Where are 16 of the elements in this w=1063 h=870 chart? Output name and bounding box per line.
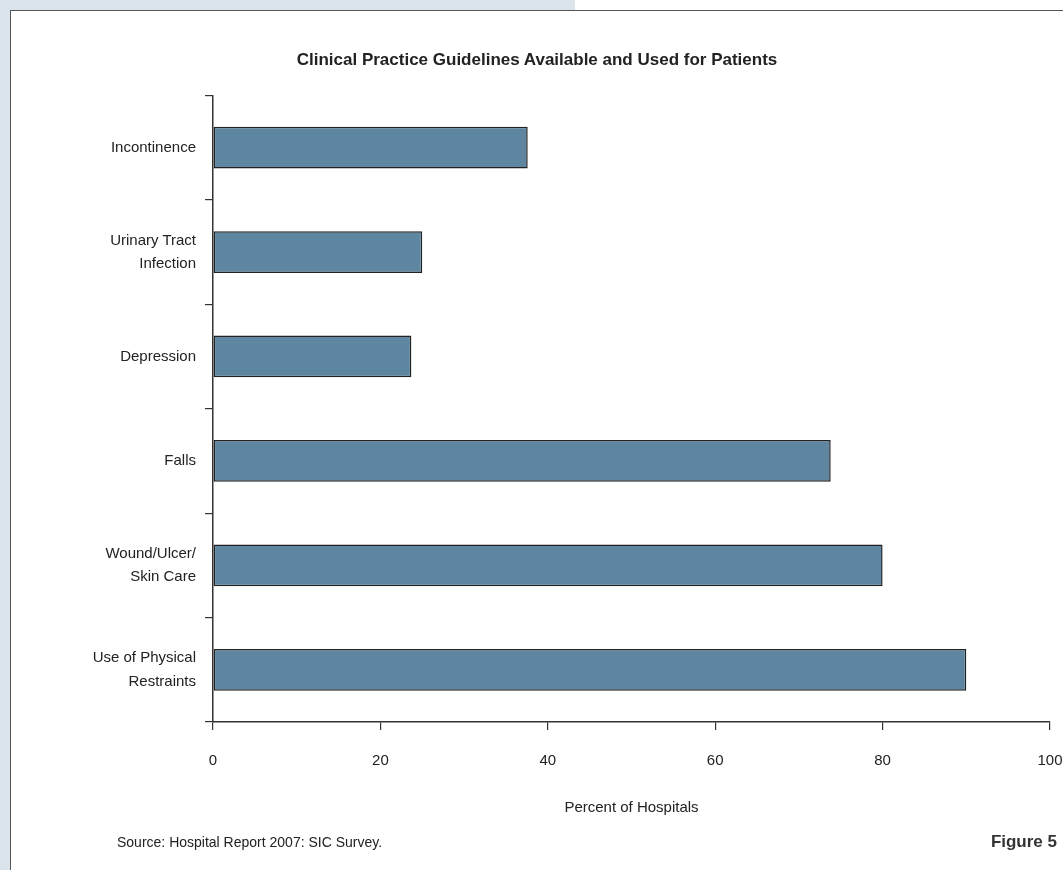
y-tick-label: Depression bbox=[120, 346, 196, 364]
y-tick-label: Incontinence bbox=[110, 137, 196, 155]
x-tick-label: 60 bbox=[706, 751, 724, 769]
x-axis-title: Percent of Hospitals bbox=[564, 798, 699, 816]
source-note: Source: Hospital Report 2007: SIC Survey. bbox=[117, 834, 383, 850]
x-tick-label: 80 bbox=[874, 751, 891, 769]
chart-title: Clinical Practice Guidelines Available and Used for Patients bbox=[296, 49, 778, 69]
x-tick-label: 100 bbox=[1037, 751, 1063, 769]
x-tick-label: 40 bbox=[539, 751, 557, 769]
y-tick-label: Wound/Ulcer/Skin Care bbox=[105, 543, 197, 585]
y-tick-label: Falls bbox=[164, 451, 196, 469]
x-tick-label: 20 bbox=[372, 751, 389, 769]
x-tick-label: 0 bbox=[208, 751, 218, 769]
y-tick-label: Use of Physical Restraints bbox=[92, 648, 196, 689]
y-tick-label: Urinary Tract Infection bbox=[110, 230, 197, 271]
caption: Figure 5 bbox=[990, 832, 1057, 852]
